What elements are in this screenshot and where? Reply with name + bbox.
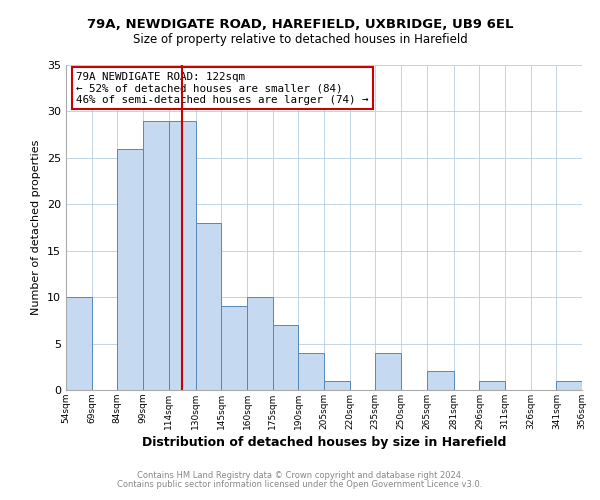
Bar bbox=[66, 297, 92, 390]
Bar bbox=[298, 353, 324, 390]
Bar bbox=[143, 120, 169, 390]
Bar bbox=[117, 148, 143, 390]
Bar bbox=[169, 120, 196, 390]
Bar bbox=[375, 353, 401, 390]
Text: 79A NEWDIGATE ROAD: 122sqm
← 52% of detached houses are smaller (84)
46% of semi: 79A NEWDIGATE ROAD: 122sqm ← 52% of deta… bbox=[76, 72, 369, 104]
Bar bbox=[196, 223, 221, 390]
Bar bbox=[427, 372, 454, 390]
Bar bbox=[247, 297, 273, 390]
Bar bbox=[556, 380, 582, 390]
Bar bbox=[273, 325, 298, 390]
Bar bbox=[324, 380, 350, 390]
Text: Contains HM Land Registry data © Crown copyright and database right 2024.: Contains HM Land Registry data © Crown c… bbox=[137, 471, 463, 480]
Text: Contains public sector information licensed under the Open Government Licence v3: Contains public sector information licen… bbox=[118, 480, 482, 489]
Y-axis label: Number of detached properties: Number of detached properties bbox=[31, 140, 41, 315]
Bar bbox=[479, 380, 505, 390]
X-axis label: Distribution of detached houses by size in Harefield: Distribution of detached houses by size … bbox=[142, 436, 506, 449]
Text: 79A, NEWDIGATE ROAD, HAREFIELD, UXBRIDGE, UB9 6EL: 79A, NEWDIGATE ROAD, HAREFIELD, UXBRIDGE… bbox=[87, 18, 513, 30]
Bar bbox=[221, 306, 247, 390]
Text: Size of property relative to detached houses in Harefield: Size of property relative to detached ho… bbox=[133, 32, 467, 46]
